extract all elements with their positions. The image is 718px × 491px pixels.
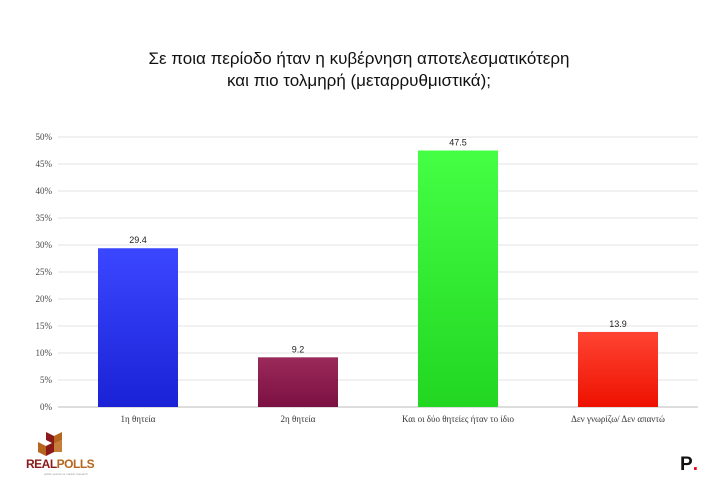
x-category-label: 1η θητεία: [120, 414, 155, 424]
bar: [258, 357, 338, 407]
data-label: 9.2: [292, 344, 305, 354]
chart-title-line-1: Σε ποια περίοδο ήταν η κυβέρνηση αποτελε…: [148, 49, 570, 68]
y-tick-label: 40%: [36, 186, 53, 196]
realpolls-logo-text: REALPOLLS: [26, 457, 95, 471]
y-tick-label: 30%: [36, 240, 53, 250]
y-tick-label: 20%: [36, 294, 53, 304]
y-tick-label: 50%: [36, 132, 53, 142]
y-tick-label: 15%: [36, 321, 53, 331]
x-category-label: Και οι δύο θητείες ήταν το ίδιο: [402, 414, 514, 424]
y-tick-label: 45%: [36, 159, 53, 169]
chart-title-line-2: και πιο τολμηρή (μεταρρυθμιστικά);: [227, 71, 491, 90]
y-tick-label: 0%: [40, 402, 53, 412]
bar: [98, 248, 178, 407]
brand-mark-dot: .: [692, 454, 698, 475]
x-category-label: 2η θητεία: [280, 414, 315, 424]
y-tick-label: 35%: [36, 213, 53, 223]
realpolls-logo-icon: [38, 432, 62, 456]
data-label: 47.5: [449, 138, 467, 148]
y-tick-label: 5%: [40, 375, 53, 385]
y-tick-label: 10%: [36, 348, 53, 358]
bar: [418, 150, 498, 407]
logo-polls: POLLS: [56, 457, 95, 471]
chart-title: Σε ποια περίοδο ήταν η κυβέρνηση αποτελε…: [0, 48, 718, 92]
brand-mark: P.: [680, 454, 698, 476]
data-label: 29.4: [129, 235, 147, 245]
data-label: 13.9: [609, 319, 627, 329]
brand-mark-letter: P: [680, 454, 693, 475]
y-tick-label: 25%: [36, 267, 53, 277]
x-category-label: Δεν γνωρίζω/ Δεν απαντώ: [571, 414, 665, 424]
bar: [578, 331, 658, 407]
logo-real: REAL: [26, 457, 57, 471]
logo-tagline: public opinion & market research: [44, 472, 88, 476]
